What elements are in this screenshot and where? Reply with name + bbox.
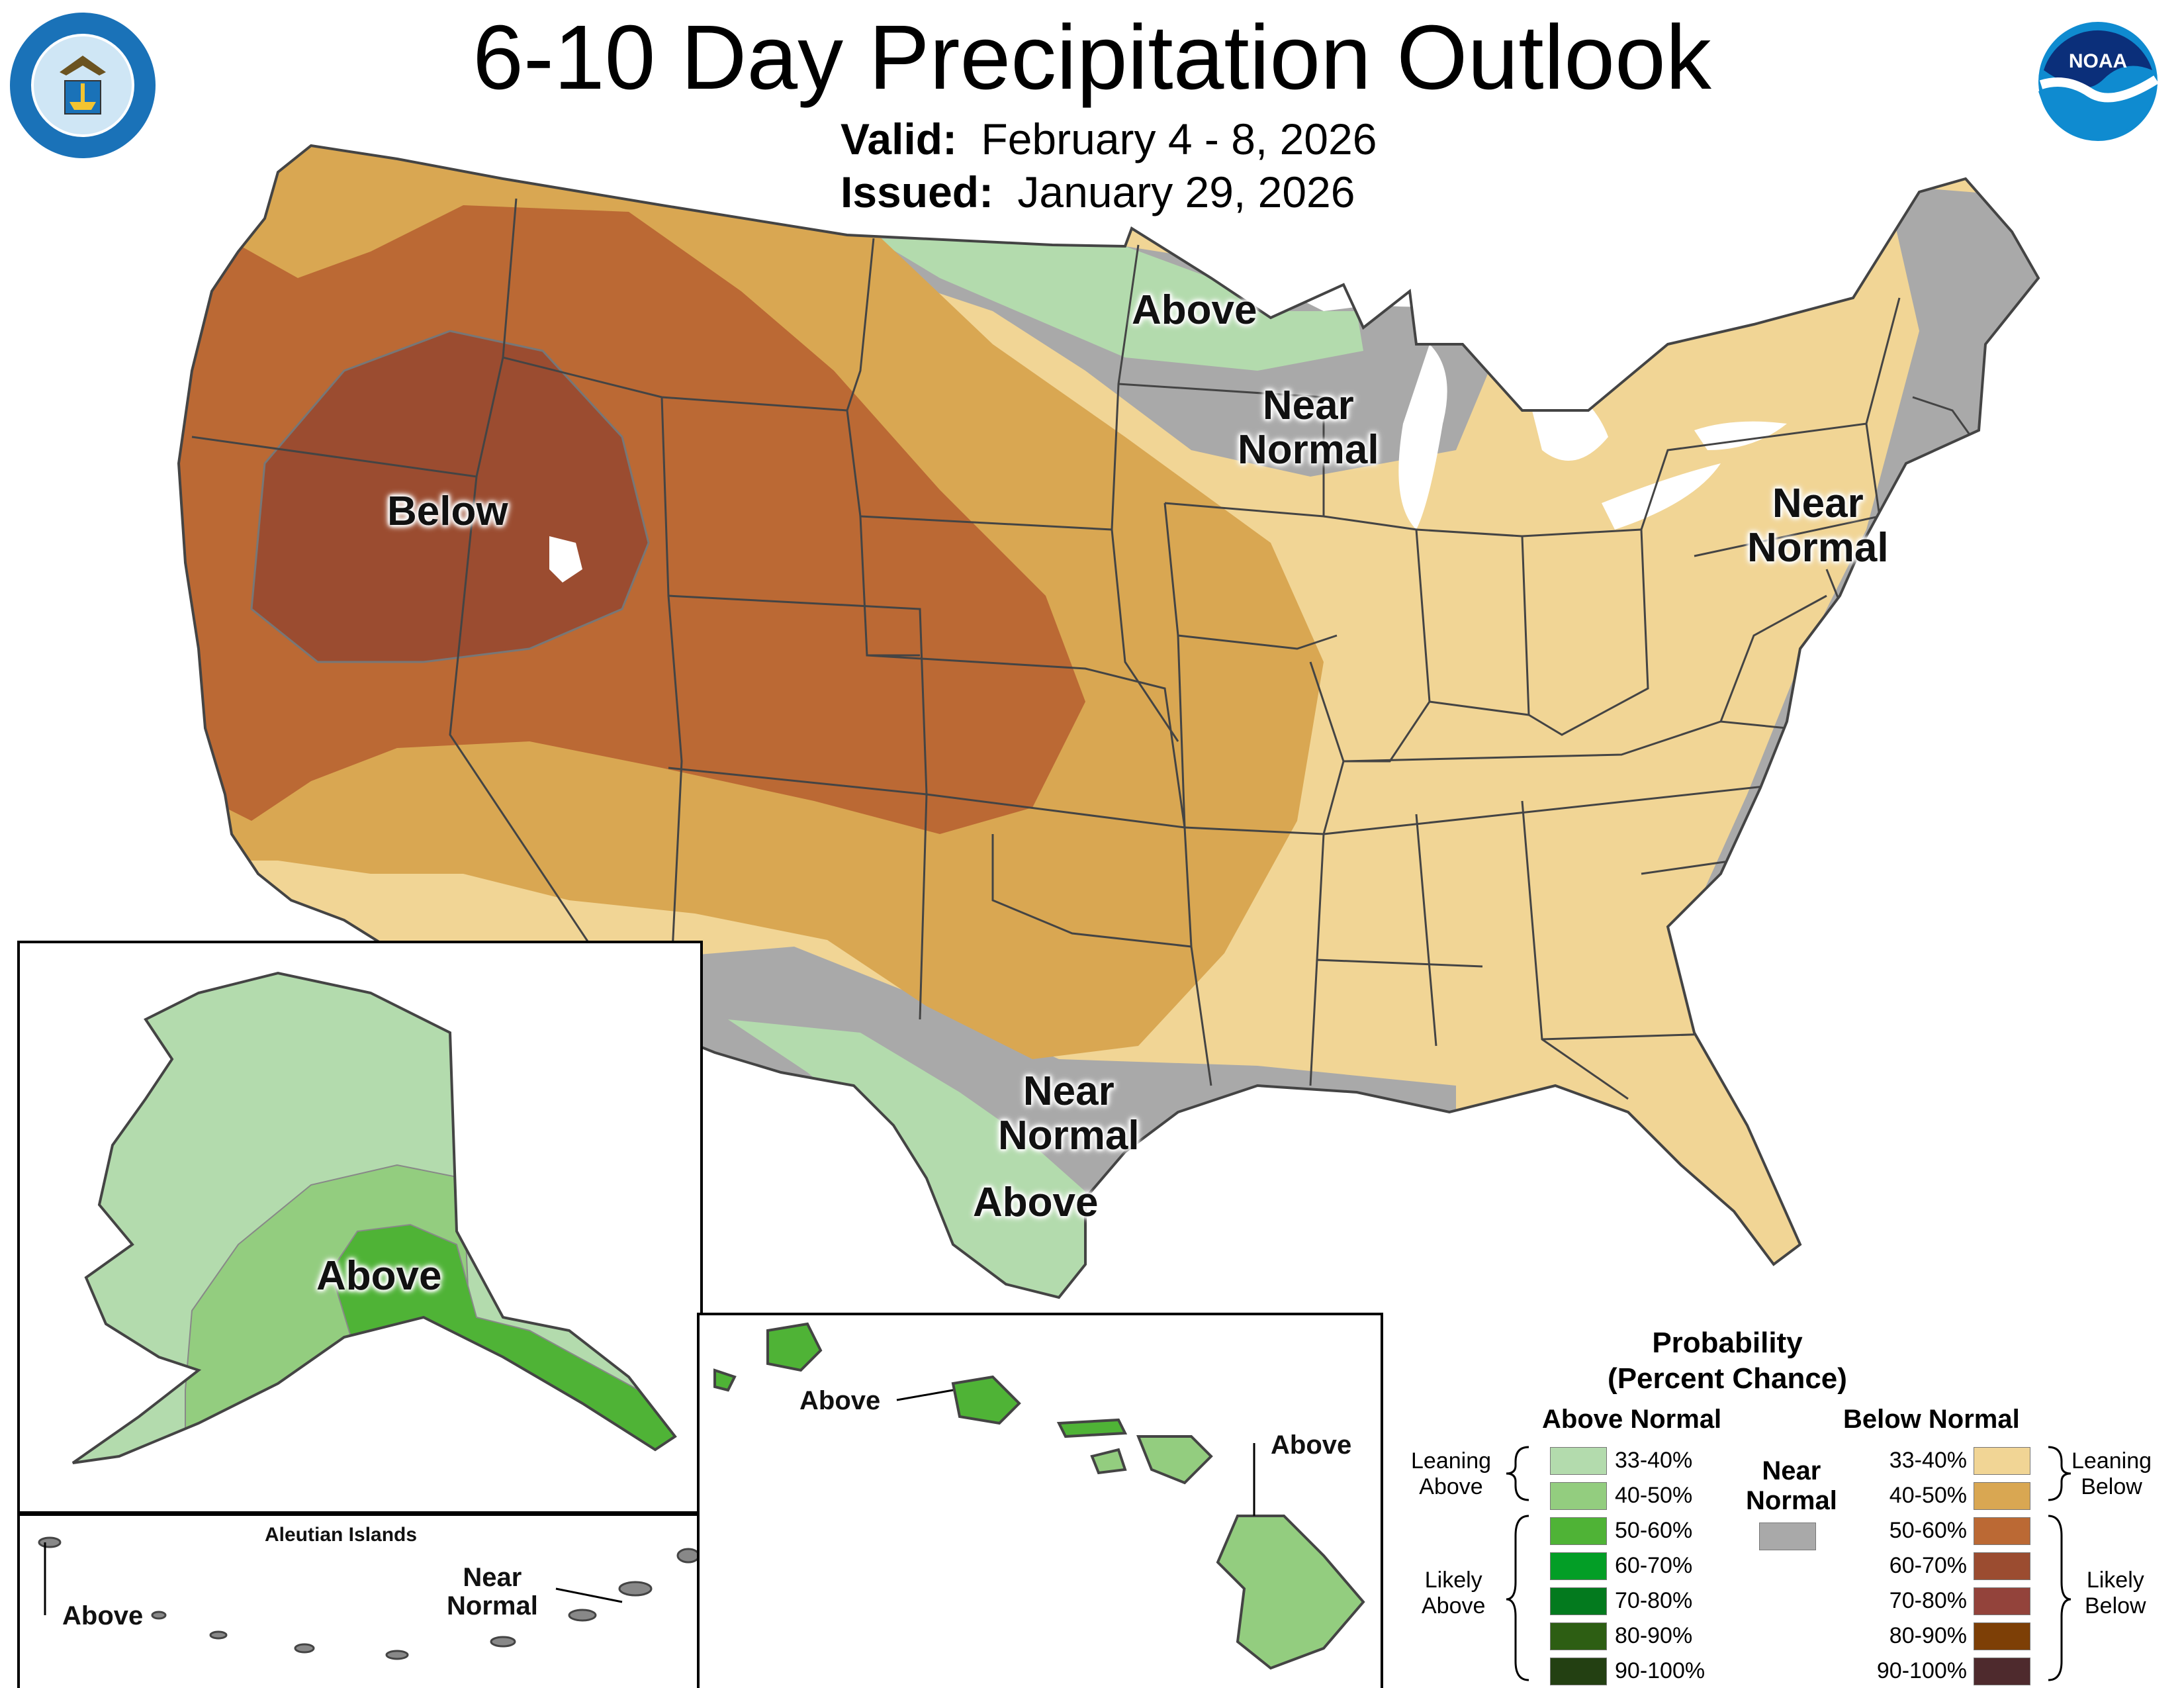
legend-below-label-6: 80-90%	[1889, 1623, 1967, 1648]
below-60-70-region	[250, 330, 650, 663]
legend-near-header: Near Normal	[1746, 1456, 1837, 1515]
conus-outline	[177, 144, 2040, 1299]
legend-below-label-3: 50-60%	[1889, 1518, 1967, 1543]
page-title: 6-10 Day Precipitation Outlook	[473, 7, 1711, 109]
legend-above-swatch-2	[1550, 1482, 1607, 1510]
legend-above-swatch-5	[1550, 1587, 1607, 1615]
legend-above-label-5: 70-80%	[1615, 1588, 1693, 1613]
lake-erie	[1602, 463, 1721, 530]
label-west-below: Below	[387, 489, 508, 534]
lanai-island	[1090, 1448, 1127, 1475]
near-normal-south-region	[543, 947, 1456, 1225]
label-hawaii-above-west: Above	[799, 1386, 881, 1415]
legend-below-swatch-7	[1974, 1658, 2030, 1685]
valid-line: Valid: February 4 - 8, 2026	[841, 114, 1377, 164]
legend-above-swatch-6	[1550, 1622, 1607, 1650]
issued-label: Issued:	[841, 167, 994, 216]
label-north-plains-above: Above	[1132, 287, 1257, 333]
legend-above-swatch-7	[1550, 1658, 1607, 1685]
label-aleutian-near-normal: Near Normal	[447, 1563, 538, 1621]
legend-near-swatch	[1759, 1523, 1816, 1550]
great-salt-lake	[549, 536, 582, 583]
kauai-island	[766, 1322, 823, 1372]
maui-island	[1136, 1435, 1213, 1485]
big-island	[1216, 1515, 1365, 1670]
legend-above-swatch-4	[1550, 1552, 1607, 1580]
label-texas-above: Above	[973, 1180, 1099, 1225]
label-northeast-near-normal: Near Normal	[1747, 481, 1889, 571]
legend-below-swatch-5	[1974, 1587, 2030, 1615]
legend-below-swatch-3	[1974, 1517, 2030, 1545]
legend: Probability (Percent Chance) Above Norma…	[1396, 1317, 2184, 1688]
legend-above-label-6: 80-90%	[1615, 1623, 1693, 1648]
legend-leaning-above: Leaning Above	[1411, 1448, 1492, 1499]
valid-value: February 4 - 8, 2026	[981, 115, 1377, 164]
label-south-near-normal: Near Normal	[998, 1068, 1140, 1158]
legend-below-swatch-6	[1974, 1622, 2030, 1650]
label-great-lakes-near-normal: Near Normal	[1238, 383, 1379, 473]
niihau-island	[713, 1368, 737, 1392]
noaa-logo-text: NOAA	[2069, 50, 2127, 72]
legend-below-label-2: 40-50%	[1889, 1483, 1967, 1508]
molokai-island	[1056, 1418, 1128, 1438]
legend-above-label-1: 33-40%	[1615, 1448, 1693, 1473]
legend-title: Probability	[1652, 1327, 1803, 1359]
commerce-seal-logo	[10, 13, 156, 158]
legend-above-header: Above Normal	[1542, 1405, 1722, 1434]
above-north-plains-region	[874, 238, 1363, 371]
label-alaska-above: Above	[316, 1253, 442, 1299]
legend-above-swatch-3	[1550, 1517, 1607, 1545]
legend-braces	[1506, 1446, 2071, 1681]
legend-subtitle: (Percent Chance)	[1608, 1362, 1847, 1395]
legend-below-swatch-1	[1974, 1447, 2030, 1475]
issued-value: January 29, 2026	[1017, 167, 1355, 216]
label-hawaii-above-east: Above	[1271, 1430, 1352, 1460]
legend-likely-above: Likely Above	[1422, 1568, 1486, 1618]
legend-likely-below: Likely Below	[2085, 1568, 2146, 1618]
legend-leaning-below: Leaning Below	[2071, 1448, 2152, 1499]
legend-above-label-2: 40-50%	[1615, 1483, 1693, 1508]
aleutian-islands-title: Aleutian Islands	[265, 1524, 418, 1546]
legend-below-header: Below Normal	[1843, 1405, 2020, 1434]
legend-below-label-4: 60-70%	[1889, 1553, 1967, 1578]
legend-above-label-4: 60-70%	[1615, 1553, 1693, 1578]
issued-line: Issued: January 29, 2026	[841, 167, 1355, 217]
lake-michigan	[1398, 344, 1447, 530]
legend-below-label-7: 90-100%	[1876, 1658, 1967, 1683]
valid-label: Valid:	[841, 115, 958, 164]
noaa-logo: NOAA	[2038, 22, 2159, 141]
legend-above-swatch-1	[1550, 1447, 1607, 1475]
legend-below-label-1: 33-40%	[1889, 1448, 1967, 1473]
legend-below-label-5: 70-80%	[1889, 1588, 1967, 1613]
legend-above-label-7: 90-100%	[1615, 1658, 1706, 1683]
label-aleutian-above: Above	[62, 1601, 144, 1630]
legend-below-swatch-2	[1974, 1482, 2030, 1510]
legend-below-swatch-4	[1974, 1552, 2030, 1580]
oahu-island	[951, 1375, 1021, 1425]
legend-above-label-3: 50-60%	[1615, 1518, 1693, 1543]
